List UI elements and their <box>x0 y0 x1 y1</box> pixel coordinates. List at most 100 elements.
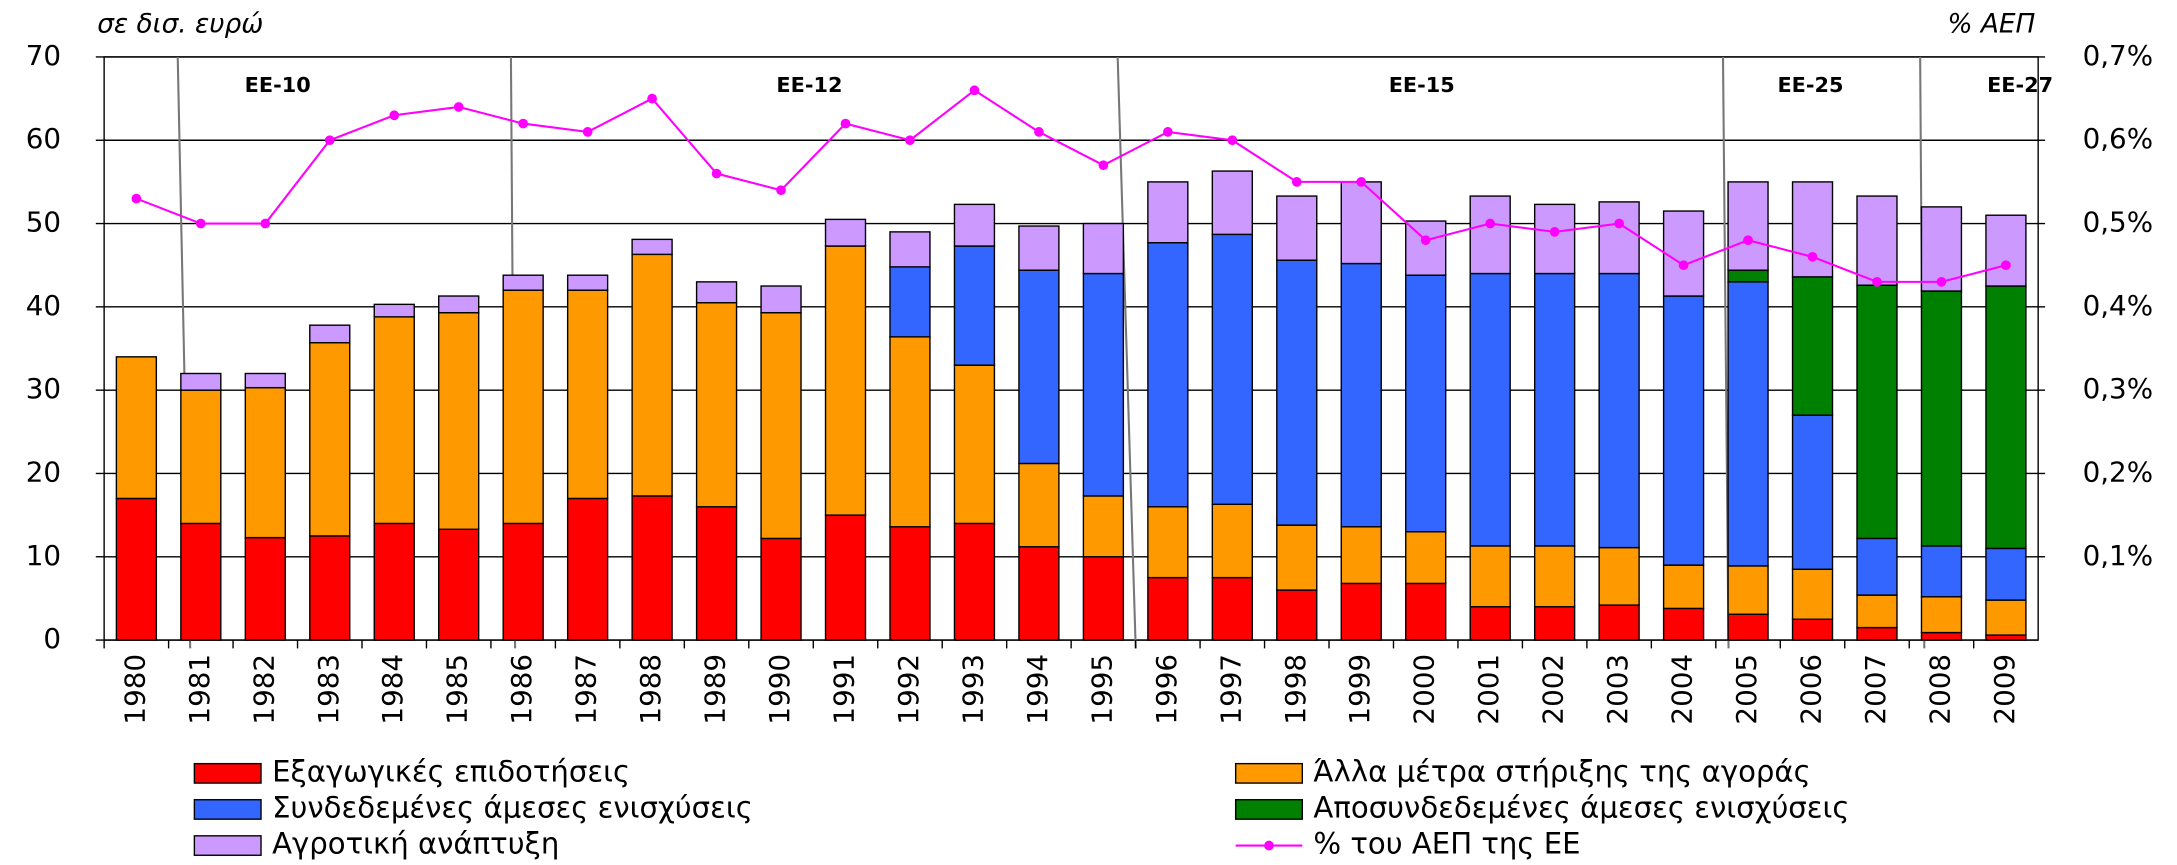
bar-segment <box>1856 594 1898 629</box>
bar-segment <box>824 514 867 641</box>
line-point <box>905 135 915 146</box>
bar-segment <box>1985 214 2027 287</box>
bar-segment <box>1147 506 1189 579</box>
x-tick-label: 1983 <box>312 654 345 725</box>
bar-segment <box>631 238 673 256</box>
bar-segment <box>1405 531 1447 585</box>
bar-segment <box>695 281 738 304</box>
x-tick-label: 2005 <box>1730 654 1763 725</box>
annotation: EE-10 <box>245 73 311 97</box>
bar-segment <box>1018 546 1060 641</box>
bar-segment <box>502 289 544 525</box>
line-series <box>135 88 2007 283</box>
line-point <box>1807 252 1818 262</box>
line-point <box>1678 260 1689 271</box>
y-tick-label: 10 <box>26 539 61 572</box>
legend-swatch <box>1234 799 1304 820</box>
bar-segment <box>1340 582 1382 641</box>
bar-segment <box>1082 222 1125 275</box>
bar-segment <box>1082 495 1125 558</box>
line-point <box>1872 277 1882 287</box>
bar-segment <box>1856 626 1898 641</box>
bar-segment <box>1985 599 2027 636</box>
x-tick-label: 1996 <box>1150 654 1183 725</box>
bar-segment <box>1856 195 1898 286</box>
y-tick-label: 70 <box>26 39 61 72</box>
bar-segment <box>1727 613 1769 641</box>
x-tick-label: 2008 <box>1923 654 1956 725</box>
x-tick-label: 2009 <box>1988 654 2021 725</box>
bar-segment <box>1662 295 1705 566</box>
y2-tick-label: 0,4% <box>2083 289 2153 322</box>
bar-segment <box>953 203 996 247</box>
x-tick-label: 1989 <box>699 654 732 725</box>
x-tick-label: 1999 <box>1343 654 1376 725</box>
bar-segment <box>309 341 351 537</box>
bar-segment <box>1985 547 2027 601</box>
bar-segment <box>1791 276 1834 416</box>
bar-segment <box>566 274 609 291</box>
x-tick-label: 2006 <box>1795 654 1828 725</box>
legend-swatch <box>193 835 262 856</box>
bar-segment <box>1147 181 1189 244</box>
legend-label: Συνδεδεμένες άμεσες ενισχύσεις <box>272 790 753 824</box>
line-point <box>840 118 851 129</box>
line-point <box>969 85 980 96</box>
y-tick-label: 60 <box>26 122 61 155</box>
bar-segment <box>373 522 415 641</box>
y2-tick-label: 0,6% <box>2083 122 2153 155</box>
bar-segment <box>1856 284 1898 540</box>
bar-segment <box>1082 272 1125 497</box>
bar-segment <box>760 311 802 540</box>
y-tick-label: 0 <box>43 622 61 655</box>
y-tick-label: 50 <box>26 206 61 239</box>
bar-segment <box>695 301 738 508</box>
line-point <box>1162 127 1173 137</box>
legend-label: Αγροτική ανάπτυξη <box>272 827 559 861</box>
bar-segment <box>889 231 931 268</box>
bar-segment <box>373 303 415 318</box>
bar-segment <box>244 386 286 539</box>
y-axis-title: σε δισ. ευρώ <box>97 10 263 40</box>
bar-segment <box>760 285 802 314</box>
x-tick-label: 1992 <box>892 654 925 725</box>
x-tick-label: 2003 <box>1601 654 1634 725</box>
line-point <box>131 193 142 204</box>
line-point <box>1420 235 1431 246</box>
bar-segment <box>1533 272 1576 547</box>
bar-segment <box>566 497 609 641</box>
bar-segment <box>1727 269 1769 283</box>
x-tick-label: 1984 <box>376 654 409 725</box>
bar-segment <box>1340 181 1382 265</box>
line-point <box>260 218 271 229</box>
bar-segment <box>1533 545 1576 608</box>
bar-segment <box>1018 269 1060 465</box>
bar-segment <box>1791 568 1834 620</box>
line-point <box>1227 135 1238 146</box>
bar-segment <box>1147 242 1189 508</box>
line-point <box>1549 227 1560 237</box>
bar-segment <box>1082 556 1125 641</box>
bar-segment <box>438 295 480 314</box>
bar-segment <box>1469 606 1511 641</box>
x-tick-label: 1993 <box>956 654 989 725</box>
bar-segment <box>1662 564 1705 610</box>
line-point <box>389 110 400 121</box>
bar-segment <box>244 372 286 389</box>
x-tick-label: 1988 <box>634 654 667 725</box>
bar-segment <box>1920 631 1963 641</box>
bar-segment <box>438 528 480 641</box>
bar-segment <box>760 537 802 641</box>
x-tick-label: 1990 <box>763 654 796 725</box>
bar-segment <box>824 218 867 247</box>
x-tick-label: 1991 <box>828 654 861 725</box>
bar-segment <box>1533 203 1576 275</box>
bar-segment <box>309 535 351 641</box>
annotation: EE-25 <box>1777 73 1843 97</box>
x-tick-label: 1982 <box>247 654 280 725</box>
y-tick-label: 40 <box>26 289 61 322</box>
bar-segment <box>244 536 286 641</box>
bar-segment <box>1856 537 1898 596</box>
bar-segment <box>373 316 415 525</box>
